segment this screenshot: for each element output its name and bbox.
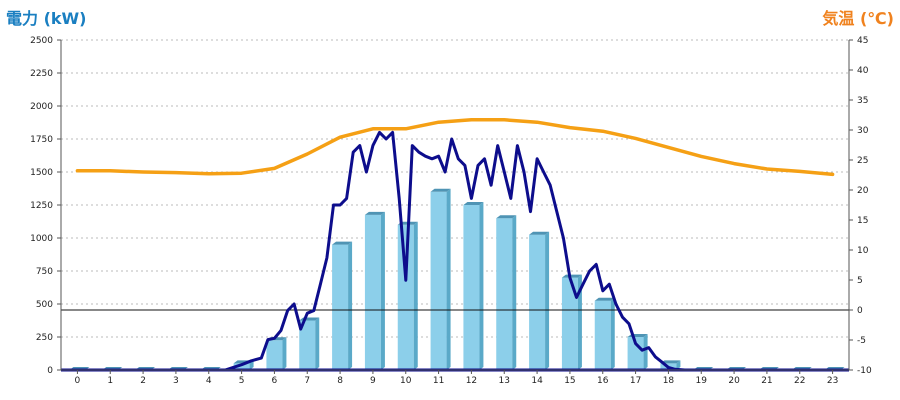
series-lines — [61, 118, 849, 372]
power-bar-side — [282, 337, 287, 370]
right-tick-label: -10 — [857, 366, 872, 376]
power-bar-side — [413, 221, 418, 370]
left-tick-label: 2500 — [30, 36, 53, 46]
right-axis-title: 気温 (℃) — [822, 9, 894, 28]
right-tick-label: 40 — [857, 66, 869, 76]
x-tick-label: 14 — [531, 376, 543, 386]
right-tick-label: 30 — [857, 126, 869, 136]
left-tick-label: 500 — [36, 300, 53, 310]
power-bar-side — [676, 360, 681, 370]
right-tick-label: 20 — [857, 186, 869, 196]
x-tick-label: 3 — [173, 376, 179, 386]
power-bar-top — [430, 188, 451, 192]
power-bar-top — [529, 231, 550, 235]
temperature-line — [75, 118, 835, 177]
power-bar — [233, 363, 250, 370]
x-tick-label: 18 — [663, 376, 675, 386]
power-bar-top — [364, 211, 385, 215]
left-tick-label: 250 — [36, 333, 53, 343]
power-bar — [496, 218, 513, 370]
left-tick-label: 1500 — [30, 168, 53, 178]
left-tick-label: 2250 — [30, 69, 53, 79]
x-tick-label: 6 — [272, 376, 278, 386]
x-tick-label: 23 — [827, 376, 838, 386]
power-line — [223, 130, 687, 372]
x-tick-label: 4 — [206, 376, 212, 386]
left-tick-label: 0 — [47, 366, 53, 376]
power-bar-top — [463, 202, 484, 205]
x-tick-label: 2 — [140, 376, 146, 386]
right-tick-label: 0 — [857, 306, 863, 316]
power-bar — [266, 340, 283, 370]
x-tick-label: 11 — [433, 376, 444, 386]
right-tick-label: 15 — [857, 216, 868, 226]
x-tick-label: 20 — [728, 376, 740, 386]
x-tick-label: 7 — [304, 376, 310, 386]
x-tick-label: 21 — [761, 376, 772, 386]
power-bar — [397, 224, 414, 370]
left-tick-label: 1250 — [30, 201, 53, 211]
x-tick-label: 9 — [370, 376, 376, 386]
right-tick-label: 25 — [857, 156, 868, 166]
power-bar-top — [561, 274, 582, 278]
x-tick-label: 13 — [499, 376, 510, 386]
right-tick-label: 45 — [857, 36, 868, 46]
x-tick-label: 1 — [107, 376, 113, 386]
x-tick-label: 12 — [466, 376, 477, 386]
power-bar-side — [610, 297, 615, 370]
power-bar — [594, 300, 611, 370]
right-tick-label: 10 — [857, 246, 869, 256]
power-bar-side — [643, 334, 648, 370]
x-tick-label: 19 — [696, 376, 708, 386]
power-bar-side — [315, 317, 320, 370]
power-bar — [463, 205, 480, 370]
power-bar — [430, 191, 447, 370]
power-bar-top — [594, 297, 615, 301]
power-bar-side — [249, 360, 254, 370]
power-bar — [529, 234, 546, 370]
power-bar-side — [512, 215, 517, 370]
tick-labels: 02505007501000125015001750200022502500-1… — [30, 36, 872, 386]
x-tick-label: 5 — [239, 376, 245, 386]
grid-lines — [61, 39, 849, 338]
power-bar-side — [380, 211, 385, 370]
power-bar — [299, 320, 316, 370]
x-tick-label: 16 — [597, 376, 609, 386]
power-bar-top — [332, 241, 353, 245]
x-tick-label: 0 — [75, 376, 81, 386]
power-bar-side — [577, 274, 582, 370]
left-tick-label: 750 — [36, 267, 53, 277]
power-bar-side — [446, 188, 451, 370]
axes — [57, 39, 853, 374]
x-tick-label: 22 — [794, 376, 805, 386]
left-tick-label: 2000 — [30, 102, 53, 112]
power-bars — [69, 188, 845, 370]
power-bar-top — [660, 360, 681, 364]
right-tick-label: -5 — [857, 336, 866, 346]
power-bar — [364, 214, 381, 370]
x-tick-label: 8 — [337, 376, 343, 386]
power-bar-side — [348, 241, 353, 370]
left-tick-label: 1750 — [30, 135, 53, 145]
right-tick-label: 5 — [857, 276, 863, 286]
right-tick-label: 35 — [857, 96, 868, 106]
power-bar-side — [479, 202, 484, 370]
x-tick-label: 10 — [400, 376, 412, 386]
left-tick-label: 1000 — [30, 234, 53, 244]
power-bar — [332, 244, 349, 370]
x-tick-label: 15 — [564, 376, 575, 386]
power-bar — [627, 337, 644, 370]
power-bar-side — [545, 231, 550, 370]
power-bar-top — [496, 215, 517, 219]
power-bar — [561, 277, 578, 370]
x-tick-label: 17 — [630, 376, 641, 386]
left-axis-title: 電力 (kW) — [6, 9, 87, 28]
